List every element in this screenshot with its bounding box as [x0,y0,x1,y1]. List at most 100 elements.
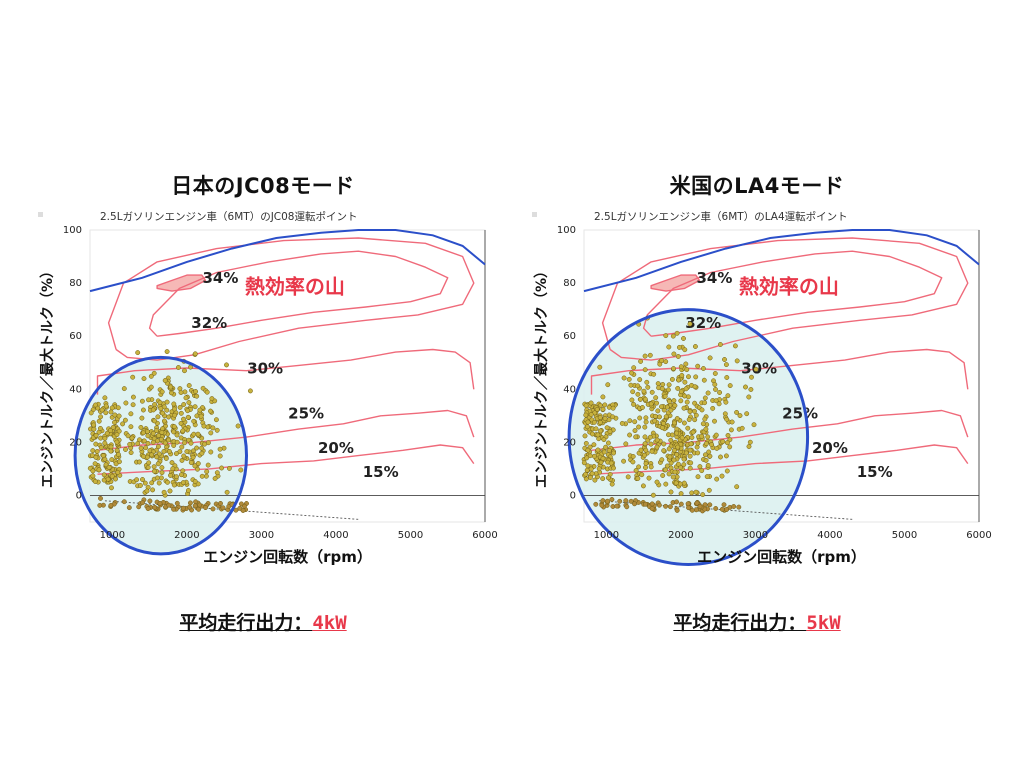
operating-point [619,420,625,426]
operating-point [705,462,711,468]
operating-point [589,431,595,437]
operating-point [610,414,616,420]
operating-point [655,408,661,414]
operating-point [149,452,155,458]
operating-point [725,432,731,438]
operating-point [171,482,177,488]
operating-point [678,501,684,507]
operating-point [722,411,728,417]
operating-point [663,333,669,339]
operating-point [120,421,126,427]
operating-point [655,381,661,387]
operating-point [737,413,743,419]
operating-point [746,444,752,449]
operating-point [90,468,96,474]
operating-point [663,503,669,509]
operating-point [747,439,753,445]
operating-point [121,386,127,392]
operating-point [671,420,677,426]
operating-point [152,418,158,424]
operating-point [732,343,738,349]
operating-point [202,441,208,447]
operating-point [636,424,642,430]
chart-corner-marker [532,212,537,217]
operating-point [144,488,150,494]
operating-point [663,414,669,420]
efficiency-contour-30% [601,237,969,361]
operating-point [139,415,145,421]
operating-point [681,420,687,426]
operating-point [155,438,160,444]
operating-point [727,444,733,450]
x-tick-label: 4000 [323,530,348,541]
operating-point [603,444,609,450]
x-tick-label: 5000 [398,530,423,541]
operating-point [93,441,99,447]
operating-point [123,447,128,452]
max-torque-line [583,229,980,293]
operating-point [602,402,608,408]
operating-point [219,465,225,471]
operating-point [142,480,148,486]
operating-point [693,489,699,495]
operating-point [682,379,688,385]
operating-point [637,396,643,402]
operating-point [661,448,667,454]
operating-point [710,405,716,411]
heat-efficiency-annotation: 熱効率の山 [739,275,839,299]
operating-point [588,400,594,406]
operating-point [192,404,198,410]
operating-point [148,373,154,379]
operating-point [103,462,109,468]
operating-point [166,502,172,508]
operating-point [145,433,151,439]
operating-point [643,419,649,425]
x-tick-label: 6000 [966,530,991,541]
operating-point [646,475,652,481]
operating-point [583,412,589,418]
operating-point [648,401,654,407]
operating-point [102,440,108,446]
chart-panel-jc08: 日本のJC08モード 2.5Lガソリンエンジン車（6MT）のJC08運転ポイント… [28,160,498,640]
operating-point [676,344,682,350]
operating-point [684,367,690,373]
y-tick-label: 100 [557,225,576,236]
operating-point [237,505,243,511]
operating-point [611,465,616,471]
operating-point [706,487,712,493]
operating-point [199,445,205,451]
operating-point [626,376,632,382]
operating-point [684,399,690,405]
operating-point [632,501,637,507]
operating-point [671,366,676,372]
operating-point [723,399,729,405]
average-power-line: 平均走行出力：5kW [522,608,992,635]
operating-point [739,425,745,431]
operating-point [653,395,659,401]
operating-point [614,503,620,509]
operating-point [591,419,597,425]
operating-point [743,384,748,390]
operating-point [683,361,689,367]
operating-point [688,460,694,466]
operating-point [597,415,603,420]
operating-point [180,505,186,511]
operating-point [161,418,167,424]
operating-point [589,471,595,476]
x-tick-label: 2000 [174,530,199,541]
operating-point [695,440,701,446]
operating-point [102,435,108,441]
operating-point [713,398,719,404]
contour-label: 30% [741,359,777,377]
operating-point [217,453,223,459]
operating-point [130,402,136,408]
operating-point [660,382,666,387]
operating-point [185,414,191,420]
operating-point [591,453,597,459]
y-tick-label: 60 [563,331,576,342]
operating-point [630,459,636,465]
operating-point [146,460,152,466]
operating-point [172,412,178,418]
operating-points [581,315,759,514]
operating-point [114,447,120,453]
